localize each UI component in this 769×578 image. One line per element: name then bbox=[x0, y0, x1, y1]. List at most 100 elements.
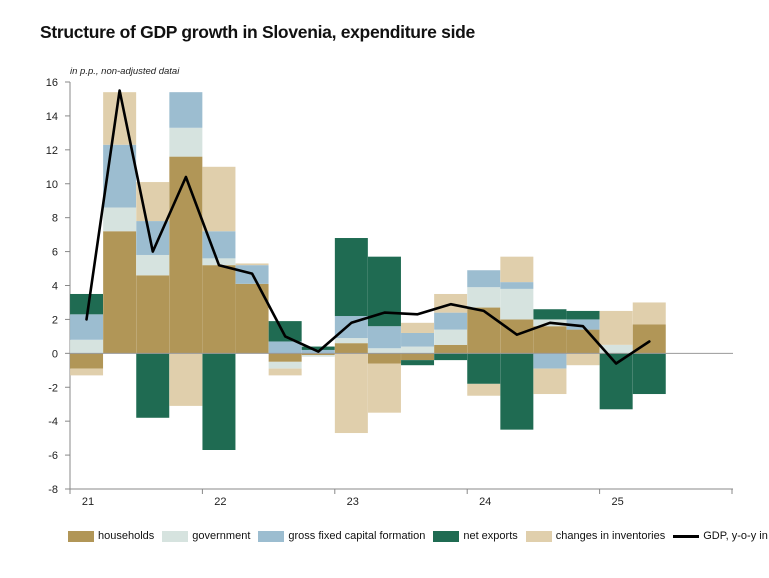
y-tick-label: 8 bbox=[52, 213, 58, 225]
bar-households-23Q4 bbox=[434, 344, 468, 354]
legend-swatch bbox=[258, 530, 285, 542]
legend-item: households bbox=[68, 530, 154, 542]
bar-households-22Q3 bbox=[268, 353, 302, 362]
bar-government-21Q4 bbox=[169, 127, 203, 157]
bar-changes-in-inventories-22Q1 bbox=[202, 166, 236, 232]
y-tick-label: -6 bbox=[48, 450, 58, 462]
bar-government-23Q2 bbox=[367, 348, 401, 354]
bar-changes-in-inventories-23Q3 bbox=[401, 322, 435, 333]
x-tick-label: 22 bbox=[214, 496, 226, 508]
bar-net-exports-21Q1 bbox=[70, 293, 104, 315]
bar-net-exports-22Q4 bbox=[301, 346, 335, 350]
bar-government-22Q4 bbox=[301, 355, 335, 357]
bar-households-21Q1 bbox=[70, 353, 104, 369]
unit-note: in p.p., non-adjusted datai bbox=[70, 66, 180, 77]
bar-changes-in-inventories-24Q3 bbox=[533, 368, 567, 395]
bar-households-21Q3 bbox=[136, 275, 170, 354]
bar-gross-fixed-capital-formation-21Q2 bbox=[103, 144, 137, 208]
bar-gross-fixed-capital-formation-24Q1 bbox=[467, 270, 501, 288]
bar-gross-fixed-capital-formation-24Q4 bbox=[566, 319, 600, 330]
bar-households-23Q1 bbox=[334, 343, 368, 354]
gdp-line bbox=[85, 89, 651, 365]
x-tick-label: 21 bbox=[82, 496, 94, 508]
bar-households-22Q1 bbox=[202, 265, 236, 354]
bar-households-21Q4 bbox=[169, 156, 203, 354]
legend-swatch bbox=[525, 530, 552, 542]
bar-net-exports-23Q2 bbox=[367, 256, 401, 327]
y-tick-label: 0 bbox=[52, 348, 58, 360]
bar-net-exports-25Q2 bbox=[632, 353, 666, 395]
x-tick-label: 25 bbox=[611, 496, 623, 508]
bar-households-22Q4 bbox=[301, 353, 335, 356]
bar-changes-in-inventories-21Q2 bbox=[103, 92, 137, 145]
bar-government-23Q3 bbox=[401, 346, 435, 354]
legend-label: GDP, y-o-y in % bbox=[703, 530, 769, 542]
bar-gross-fixed-capital-formation-24Q2 bbox=[500, 282, 534, 289]
bar-households-24Q4 bbox=[566, 329, 600, 354]
bar-gross-fixed-capital-formation-22Q3 bbox=[268, 341, 302, 354]
legend-item: GDP, y-o-y in % bbox=[673, 530, 769, 542]
y-tick-label: 10 bbox=[46, 179, 58, 191]
legend-label: government bbox=[192, 530, 251, 542]
legend-label: gross fixed capital formation bbox=[288, 530, 426, 542]
bar-government-21Q1 bbox=[70, 339, 104, 354]
bar-government-25Q1 bbox=[599, 344, 633, 354]
y-tick-label: 6 bbox=[52, 247, 58, 259]
bar-households-24Q1 bbox=[467, 307, 501, 354]
bar-net-exports-24Q4 bbox=[566, 310, 600, 320]
legend-item: changes in inventories bbox=[525, 530, 666, 542]
bar-gross-fixed-capital-formation-23Q2 bbox=[367, 326, 401, 349]
bar-households-23Q3 bbox=[401, 353, 435, 361]
x-tick-label: 23 bbox=[347, 496, 359, 508]
legend-item: government bbox=[162, 530, 250, 542]
chart-title: Structure of GDP growth in Slovenia, exp… bbox=[40, 22, 475, 42]
legend-swatch bbox=[433, 530, 460, 542]
bar-changes-in-inventories-22Q2 bbox=[235, 263, 269, 266]
bar-gross-fixed-capital-formation-23Q4 bbox=[434, 312, 468, 330]
legend-item: net exports bbox=[433, 530, 518, 542]
bar-government-21Q2 bbox=[103, 207, 137, 232]
bar-households-21Q2 bbox=[103, 231, 137, 354]
legend-swatch bbox=[162, 530, 189, 542]
y-tick-label: 14 bbox=[46, 111, 58, 123]
y-tick-label: 12 bbox=[46, 145, 58, 157]
bar-households-23Q2 bbox=[367, 353, 401, 364]
x-tick-label: 24 bbox=[479, 496, 491, 508]
bar-net-exports-24Q2 bbox=[500, 353, 534, 430]
bar-government-23Q4 bbox=[434, 329, 468, 345]
bar-changes-in-inventories-25Q1 bbox=[599, 310, 633, 345]
legend-label: households bbox=[98, 530, 155, 542]
bar-changes-in-inventories-24Q2 bbox=[500, 256, 534, 283]
y-tick-label: 16 bbox=[46, 77, 58, 89]
bar-government-21Q3 bbox=[136, 254, 170, 276]
legend-label: changes in inventories bbox=[555, 530, 666, 542]
bar-households-24Q2 bbox=[500, 319, 534, 354]
bar-changes-in-inventories-22Q3 bbox=[268, 368, 302, 376]
bar-government-24Q1 bbox=[467, 287, 501, 308]
bar-changes-in-inventories-21Q4 bbox=[169, 353, 203, 406]
bar-government-24Q2 bbox=[500, 288, 534, 320]
bar-households-24Q3 bbox=[533, 326, 567, 354]
bar-gross-fixed-capital-formation-21Q4 bbox=[169, 92, 203, 128]
y-tick-label: -2 bbox=[48, 382, 58, 394]
y-tick-label: -8 bbox=[48, 484, 58, 496]
bar-net-exports-23Q3 bbox=[401, 360, 435, 366]
y-tick-label: 4 bbox=[52, 281, 58, 293]
bar-net-exports-24Q1 bbox=[467, 353, 501, 384]
legend-item: gross fixed capital formation bbox=[258, 530, 425, 542]
bar-net-exports-22Q1 bbox=[202, 353, 236, 450]
bar-net-exports-24Q3 bbox=[533, 309, 567, 320]
bar-gross-fixed-capital-formation-24Q3 bbox=[533, 353, 567, 369]
y-tick-label: -4 bbox=[48, 416, 58, 428]
bar-net-exports-23Q4 bbox=[434, 353, 468, 361]
legend-swatch bbox=[68, 530, 94, 542]
bar-changes-in-inventories-21Q1 bbox=[70, 368, 104, 376]
bar-changes-in-inventories-25Q2 bbox=[632, 302, 666, 325]
legend-label: net exports bbox=[463, 530, 518, 542]
y-tick-label: 2 bbox=[52, 314, 58, 326]
bar-net-exports-22Q3 bbox=[268, 321, 302, 342]
bar-changes-in-inventories-24Q1 bbox=[467, 383, 501, 396]
bar-changes-in-inventories-23Q2 bbox=[367, 363, 401, 413]
legend-line-swatch bbox=[673, 534, 700, 538]
